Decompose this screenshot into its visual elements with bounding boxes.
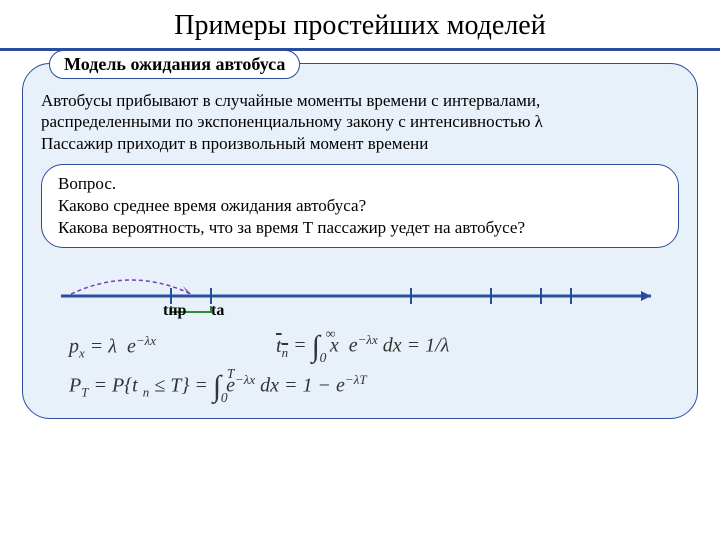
f-int1-lo: 0 — [320, 350, 327, 366]
q-line2: Каково среднее время ожидания автобуса? — [58, 196, 366, 215]
desc-line3: Пассажир приходит в произвольный момент … — [41, 134, 428, 153]
f-int1-hi: ∞ — [326, 326, 336, 342]
content-box: Модель ожидания автобуса Автобусы прибыв… — [22, 63, 698, 419]
f-int2: ∫ — [213, 370, 221, 403]
f-sup1: −λx — [136, 333, 156, 348]
f-e2: e — [349, 335, 358, 357]
f-1m: = 1 − — [284, 375, 336, 397]
formula-row-2: PT = P{t n ≤ T} = ∫ T 0 e−λx dx = 1 − e−… — [69, 370, 669, 404]
timeline-diagram: tпр tа — [51, 256, 669, 326]
f-eq2: = — [293, 335, 312, 357]
f-lbr: = P{ — [93, 375, 132, 397]
q-line1: Вопрос. — [58, 174, 116, 193]
q-line3: Какова вероятность, что за время Т пасса… — [58, 218, 525, 237]
formula-px: px = λ e−λx — [69, 333, 156, 362]
model-subtitle: Модель ожидания автобуса — [49, 50, 300, 79]
f-int2-hi: T — [227, 366, 235, 382]
ta-text: tа — [211, 302, 224, 319]
f-int2-lo: 0 — [221, 390, 228, 406]
desc-line2: распределенными по экспоненциальному зак… — [41, 112, 543, 131]
formula-PT: PT = P{t n ≤ T} = ∫ T 0 e−λx dx = 1 − e−… — [69, 370, 367, 404]
f-rbr: } = — [181, 375, 213, 397]
timeline-svg — [51, 256, 671, 326]
f-l1: λ — [108, 335, 117, 357]
formula-tn: tn = ∫ ∞ 0 x e−λx dx = 1/λ — [276, 330, 449, 364]
integral-icon: ∫ ∞ 0 — [312, 330, 320, 364]
f-dx1: dx — [383, 335, 402, 357]
f-leT: ≤ T — [149, 375, 181, 397]
f-1l: = 1/λ — [407, 335, 450, 357]
f-e4: e — [336, 375, 345, 397]
desc-line1: Автобусы прибывают в случайные моменты в… — [41, 91, 540, 110]
f-PT-sub: T — [81, 385, 88, 400]
question-box: Вопрос. Каково среднее время ожидания ав… — [41, 164, 679, 248]
f-t2: t — [132, 375, 138, 397]
f-px: p — [69, 335, 79, 357]
tpr-text: tпр — [163, 302, 186, 319]
slide-title: Примеры простейших моделей — [0, 0, 720, 48]
integral-icon-2: ∫ T 0 — [213, 370, 221, 404]
formula-row-1: px = λ e−λx tn = ∫ ∞ 0 x e−λx dx = 1/λ — [69, 330, 669, 364]
f-e1: e — [127, 335, 136, 357]
f-tn-n: n — [282, 345, 289, 360]
f-sup2: −λx — [358, 332, 378, 347]
label-tpr: tпр — [163, 302, 186, 320]
f-PT: P — [69, 375, 81, 397]
f-sup4: −λT — [345, 372, 367, 387]
f-tn-bar: tn — [276, 335, 288, 357]
f-dx2: dx — [260, 375, 279, 397]
f-int1: ∫ — [312, 330, 320, 363]
f-eq1: = — [90, 335, 109, 357]
f-sup3: −λx — [235, 372, 255, 387]
label-ta: tа — [211, 302, 224, 320]
description-paragraph: Автобусы прибывают в случайные моменты в… — [41, 90, 679, 154]
f-px-sub: x — [79, 345, 85, 360]
